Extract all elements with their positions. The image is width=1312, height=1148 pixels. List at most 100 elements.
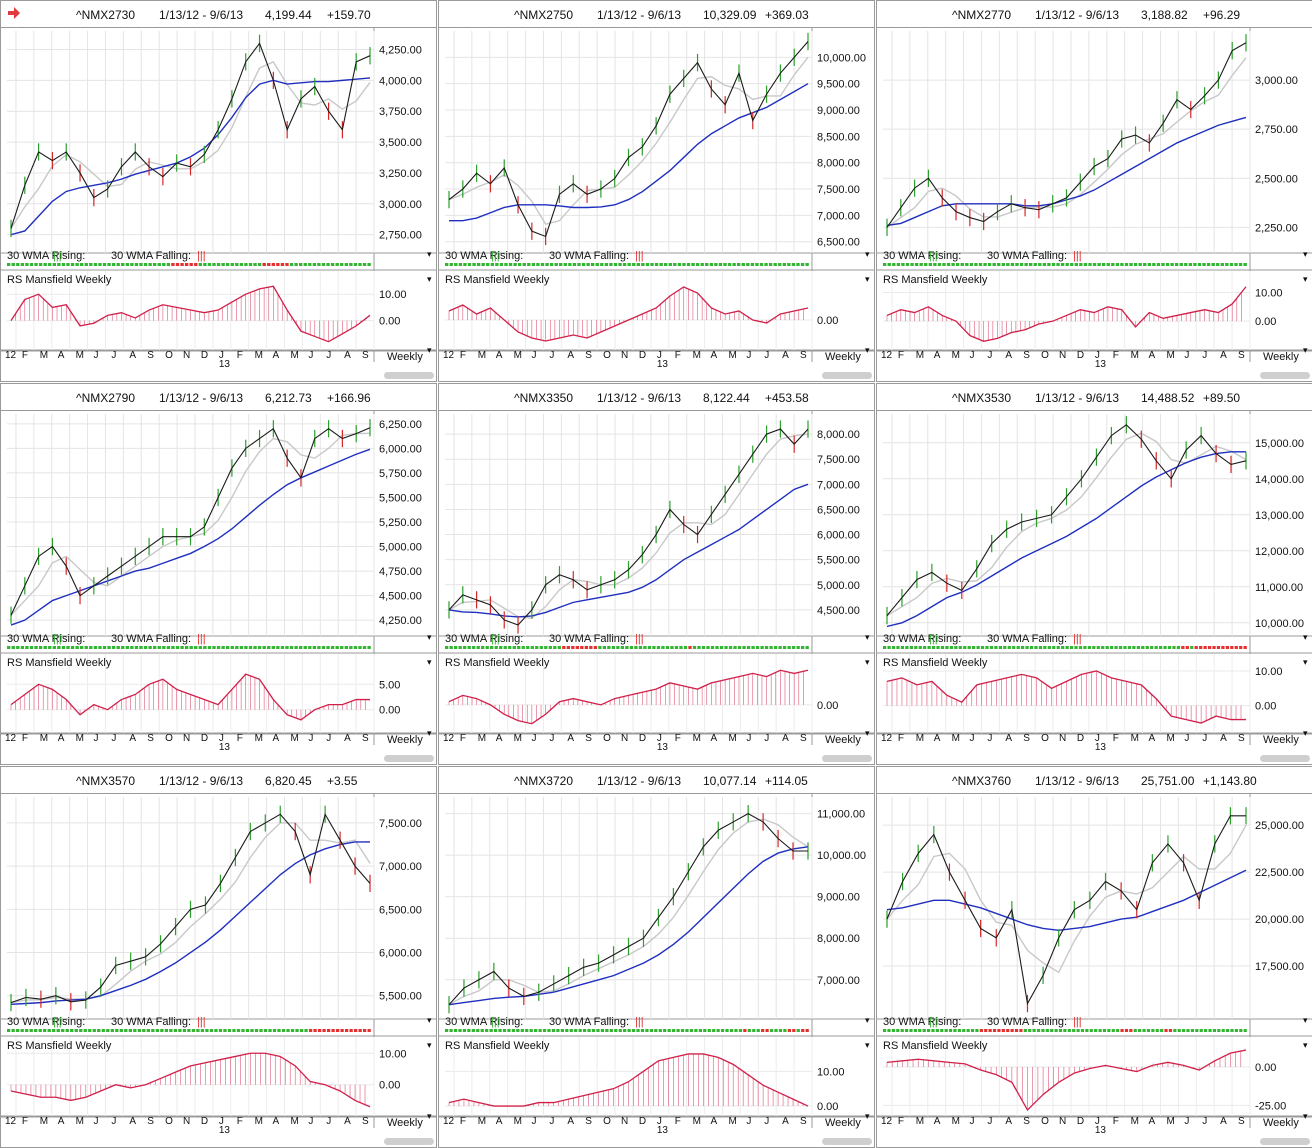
wma-flag (1234, 646, 1238, 649)
date-range-label: 1/13/12 - 9/6/13 (597, 774, 682, 788)
chart-panel-nmx2750[interactable]: ^NMX2750 1/13/12 - 9/6/13 10,329.09 +369.03… (438, 0, 875, 382)
price-tick-label: 2,750.00 (1255, 124, 1298, 136)
wma-flag (458, 1029, 462, 1032)
wma-flag (1096, 646, 1100, 649)
wma-flag (512, 646, 516, 649)
chart-panel-nmx3720[interactable]: ^NMX3720 1/13/12 - 9/6/13 10,077.14 +114.05… (438, 766, 875, 1148)
wma-flag (922, 1029, 926, 1032)
wma-flag (1243, 263, 1247, 266)
wma-flag (980, 646, 985, 649)
wma-flag (1185, 646, 1189, 649)
wma-flag (769, 646, 773, 649)
month-label: J (987, 1116, 992, 1127)
chart-panel-nmx3350[interactable]: ^NMX3350 1/13/12 - 9/6/13 8,122.44 +453.58 8… (438, 383, 875, 765)
wma-flag (737, 263, 741, 266)
wma-flag (1024, 263, 1028, 266)
wma-flag (1065, 263, 1069, 266)
wma-flag (1078, 646, 1083, 649)
wma-flag (38, 646, 43, 649)
chart-panel-nmx3530[interactable]: ^NMX3530 1/13/12 - 9/6/13 14,488.52 +89.50 1… (876, 383, 1312, 765)
wma-flag (1016, 646, 1020, 649)
wma-falling-label: 30 WMA Falling: (987, 633, 1067, 645)
wma-falling-glyph: ||| (197, 250, 206, 262)
scrollbar-thumb[interactable] (384, 372, 434, 379)
wma-flag (1124, 1029, 1129, 1032)
dropdown-icon: ▾ (1303, 274, 1308, 284)
wma-flag (458, 263, 463, 266)
scrollbar-thumb[interactable] (1260, 372, 1310, 379)
wma-flag (574, 1029, 578, 1032)
wma-flag (1133, 1029, 1137, 1032)
wma-flag (463, 646, 467, 649)
wma-flag (472, 263, 476, 266)
wma-flag (931, 646, 936, 649)
change-value: +96.29 (1203, 8, 1241, 22)
wma-flag (1142, 1029, 1146, 1032)
month-label: J (764, 1116, 769, 1127)
wma-rising-glyph: ||| (929, 250, 938, 262)
year-label: 13 (1095, 1125, 1107, 1136)
month-label: S (147, 1116, 154, 1127)
chart-panel-nmx3760[interactable]: ^NMX3760 1/13/12 - 9/6/13 25,751.00 +1,143.… (876, 766, 1312, 1148)
sma-fast-line (448, 56, 809, 225)
month-label: A (567, 733, 574, 744)
month-label: M (40, 350, 48, 361)
month-label: A (129, 1116, 136, 1127)
scrollbar-thumb[interactable] (1260, 755, 1310, 762)
wma-flag (936, 646, 940, 649)
red-arrow-icon[interactable] (7, 7, 21, 19)
wma-flag (272, 1029, 277, 1032)
wma-flag (1182, 1029, 1186, 1032)
scrollbar-thumb[interactable] (384, 755, 434, 762)
wma-flag (290, 1029, 295, 1032)
wma-flag (445, 646, 449, 649)
scrollbar-thumb[interactable] (822, 372, 872, 379)
frequency-label: Weekly (387, 1117, 423, 1129)
wma-flag (151, 1029, 155, 1032)
scrollbar-thumb[interactable] (822, 755, 872, 762)
frequency-label: Weekly (1263, 351, 1299, 363)
month-label: N (621, 350, 628, 361)
chart-panel-nmx2790[interactable]: ^NMX2790 1/13/12 - 9/6/13 6,212.73 +166.96 6… (0, 383, 437, 765)
chart-panel-nmx3570[interactable]: ^NMX3570 1/13/12 - 9/6/13 6,820.45 +3.55 7,5… (0, 766, 437, 1148)
dropdown-icon: ▾ (427, 345, 432, 355)
wma-rising-glyph: ||| (491, 1016, 500, 1028)
wma-flag (791, 646, 796, 649)
wma-flag (887, 646, 891, 649)
month-label: F (1113, 1116, 1119, 1127)
wma-flag (940, 1029, 944, 1032)
month-label: M (1131, 350, 1139, 361)
price-tick-label: 2,750.00 (379, 230, 422, 242)
change-value: +159.70 (327, 8, 371, 22)
wma-flag (93, 646, 98, 649)
sma-slow-line (448, 483, 809, 618)
rs-tick-label: 10.00 (379, 1048, 407, 1060)
scrollbar-thumb[interactable] (1260, 1138, 1310, 1145)
month-label: F (898, 1116, 904, 1127)
month-label: F (237, 350, 243, 361)
month-label: M (514, 733, 522, 744)
wma-flag (70, 263, 75, 266)
wma-flag (1102, 263, 1106, 266)
wma-flag (295, 1029, 299, 1032)
wma-flag (645, 1029, 649, 1032)
month-label: S (1023, 733, 1030, 744)
wma-flag (634, 646, 638, 649)
chart-panel-nmx2770[interactable]: ^NMX2770 1/13/12 - 9/6/13 3,188.82 +96.29 3,… (876, 0, 1312, 382)
wma-flag (677, 263, 682, 266)
chart-panel-nmx2730[interactable]: ^NMX2730 1/13/12 - 9/6/13 4,199.44 +159.70 4… (0, 0, 437, 382)
month-label: F (898, 733, 904, 744)
scrollbar-thumb[interactable] (384, 1138, 434, 1145)
wma-flag (1042, 263, 1047, 266)
wma-flag (1089, 1029, 1093, 1032)
wma-flag (768, 263, 773, 266)
wma-flag (924, 263, 928, 266)
wma-flag (966, 1029, 970, 1032)
dropdown-icon: ▾ (865, 728, 870, 738)
wma-flag (1012, 646, 1016, 649)
scrollbar-thumb[interactable] (822, 1138, 872, 1145)
wma-flag (643, 646, 647, 649)
wma-flag (349, 1029, 353, 1032)
wma-flag (340, 646, 344, 649)
wma-flag (778, 646, 782, 649)
